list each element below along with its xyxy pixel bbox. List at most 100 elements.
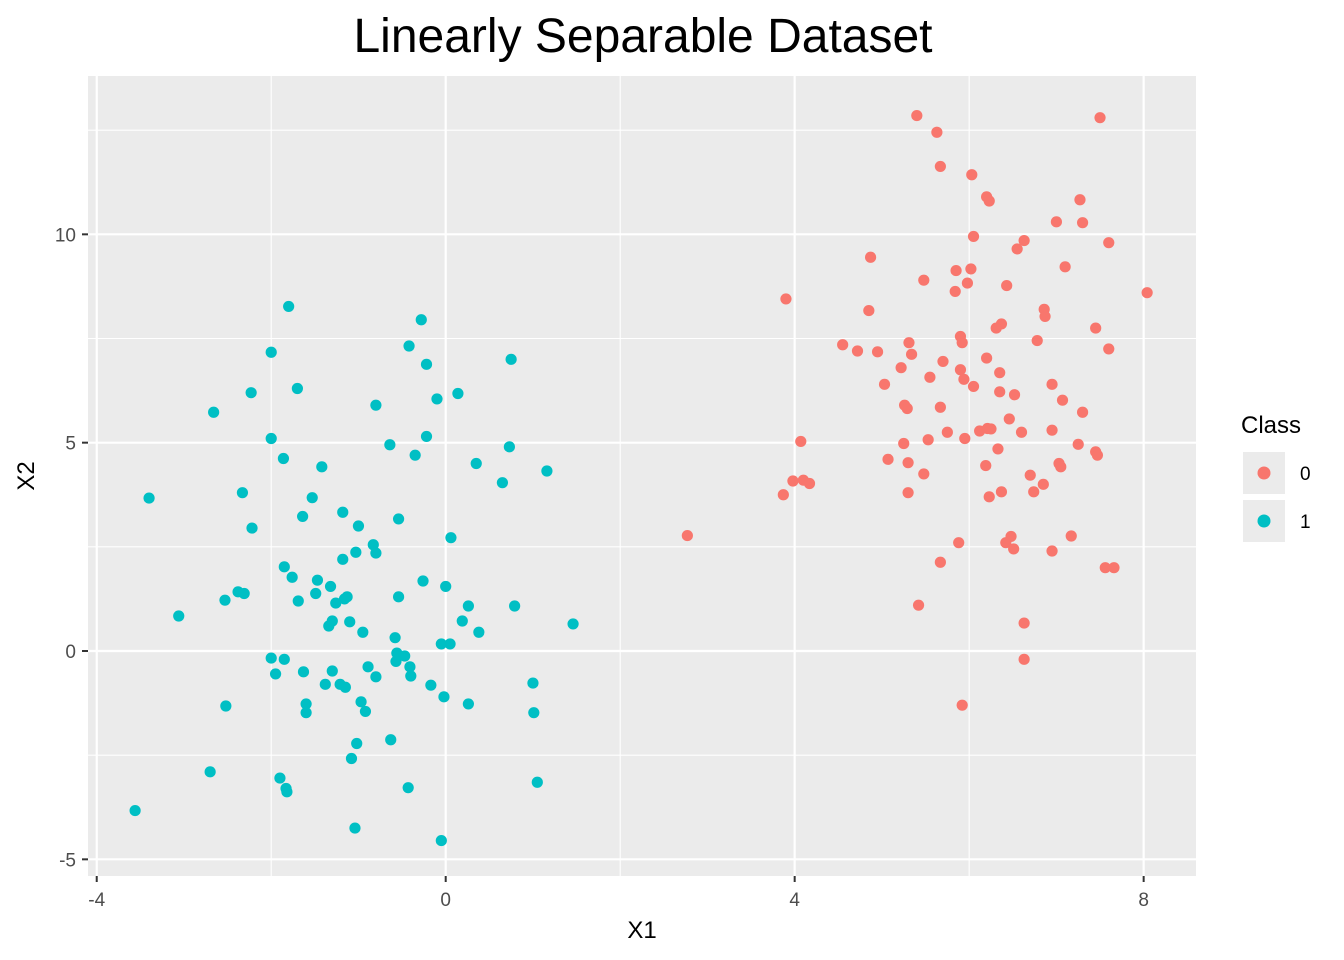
point-class-1 — [316, 461, 328, 473]
point-class-1 — [420, 358, 433, 370]
point-class-0 — [787, 475, 799, 487]
point-class-0 — [937, 355, 949, 368]
point-class-0 — [1091, 449, 1104, 461]
point-class-1 — [370, 399, 382, 411]
point-class-0 — [956, 699, 968, 711]
point-class-0 — [895, 362, 907, 374]
point-class-1 — [404, 661, 416, 673]
point-class-0 — [994, 386, 1006, 398]
point-class-1 — [531, 776, 543, 788]
point-class-1 — [452, 387, 464, 400]
point-class-0 — [981, 352, 993, 364]
point-class-1 — [236, 487, 249, 499]
y-tick-label: -5 — [59, 850, 76, 871]
point-class-1 — [541, 465, 553, 477]
point-class-1 — [462, 698, 474, 710]
point-class-1 — [431, 393, 443, 405]
point-class-0 — [983, 491, 995, 503]
point-class-0 — [871, 346, 884, 358]
plot-panel — [88, 76, 1196, 876]
point-class-1 — [344, 616, 356, 628]
point-class-0 — [1055, 461, 1067, 473]
x-axis-title: X1 — [627, 917, 656, 944]
point-class-0 — [954, 364, 967, 376]
point-class-0 — [905, 348, 918, 360]
point-class-1 — [292, 595, 304, 607]
point-class-1 — [403, 340, 415, 352]
point-class-0 — [980, 459, 992, 472]
point-class-1 — [330, 597, 342, 609]
point-class-1 — [341, 591, 353, 603]
x-axis: -4 0 4 8 — [88, 876, 1149, 911]
point-class-0 — [911, 109, 923, 122]
point-class-1 — [370, 671, 382, 683]
y-axis: -5 0 5 10 — [55, 225, 88, 871]
y-axis-title: X2 — [13, 461, 40, 490]
point-class-1 — [319, 678, 331, 690]
point-class-1 — [462, 600, 474, 612]
minor-gridlines — [88, 76, 1196, 876]
point-class-0 — [1046, 378, 1058, 390]
point-class-0 — [1008, 543, 1020, 555]
point-class-0 — [1059, 261, 1071, 273]
point-class-0 — [1037, 478, 1049, 490]
point-class-0 — [898, 437, 910, 450]
point-class-1 — [310, 587, 322, 600]
point-class-0 — [1050, 216, 1063, 228]
point-class-1 — [245, 387, 257, 399]
point-class-1 — [444, 638, 456, 650]
point-class-0 — [981, 422, 994, 435]
point-class-1 — [425, 679, 437, 691]
point-class-0 — [1108, 562, 1120, 574]
legend-marker-1 — [1257, 514, 1271, 528]
point-class-1 — [219, 594, 231, 606]
point-class-0 — [995, 486, 1008, 498]
point-class-1 — [445, 532, 457, 544]
point-class-1 — [274, 772, 286, 784]
point-class-0 — [918, 468, 930, 480]
point-class-0 — [959, 432, 971, 445]
point-class-1 — [392, 513, 405, 525]
point-class-0 — [950, 264, 962, 277]
legend-label-1: 1 — [1300, 512, 1311, 533]
point-class-1 — [323, 620, 335, 632]
point-class-0 — [956, 337, 968, 349]
x-tick-label: 0 — [440, 890, 451, 911]
point-class-1 — [567, 618, 579, 630]
point-class-0 — [795, 435, 807, 448]
point-class-0 — [934, 401, 946, 413]
point-class-0 — [918, 274, 930, 286]
point-class-0 — [941, 426, 953, 438]
point-class-0 — [777, 489, 789, 501]
point-class-0 — [922, 434, 934, 446]
point-class-1 — [355, 696, 367, 708]
point-class-0 — [931, 126, 943, 138]
point-class-0 — [1103, 343, 1115, 355]
point-class-1 — [470, 457, 482, 470]
point-class-1 — [370, 547, 382, 559]
point-class-1 — [415, 314, 427, 326]
point-class-1 — [278, 653, 290, 665]
point-class-0 — [882, 453, 894, 465]
y-tick-label: 10 — [55, 225, 76, 246]
point-class-1 — [238, 587, 250, 600]
point-class-1 — [265, 652, 277, 664]
point-class-0 — [983, 195, 995, 207]
y-tick-label: 0 — [65, 642, 76, 663]
point-class-1 — [496, 477, 509, 489]
point-class-1 — [438, 691, 450, 703]
legend-title: Class — [1241, 412, 1301, 439]
legend: Class 0 1 — [1241, 412, 1311, 542]
point-class-1 — [281, 786, 293, 798]
data-points — [129, 109, 1153, 847]
point-class-1 — [246, 522, 258, 534]
point-class-1 — [435, 834, 447, 847]
point-class-1 — [503, 441, 515, 453]
point-class-0 — [1011, 243, 1023, 255]
point-class-0 — [994, 367, 1006, 379]
point-class-0 — [1000, 537, 1012, 549]
point-class-1 — [409, 449, 421, 461]
point-class-1 — [350, 546, 362, 558]
point-class-1 — [389, 632, 401, 644]
point-class-0 — [902, 487, 914, 499]
